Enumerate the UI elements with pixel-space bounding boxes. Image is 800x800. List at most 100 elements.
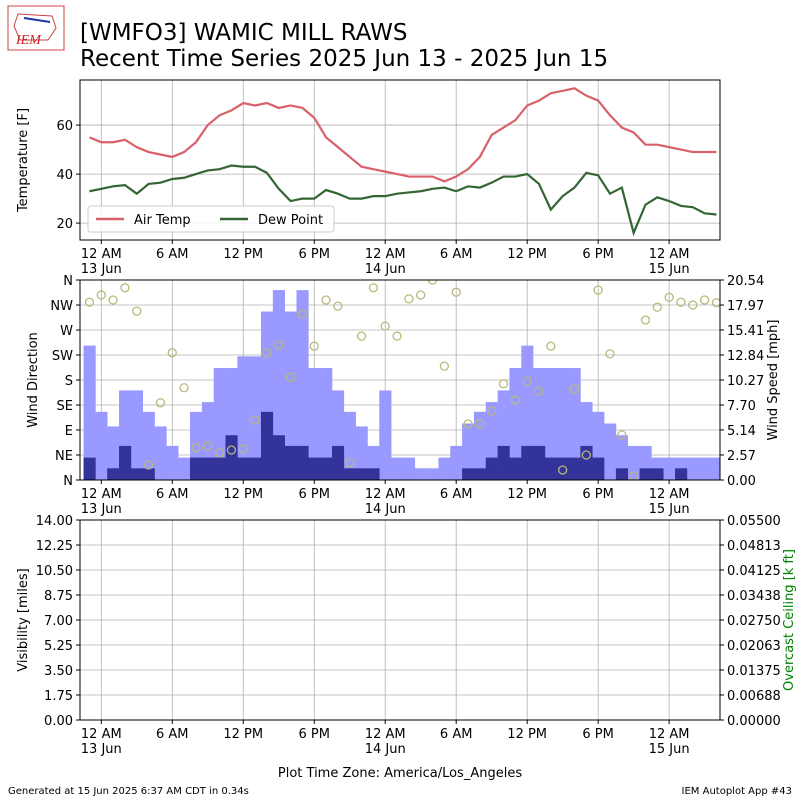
bar	[462, 468, 475, 480]
point	[664, 292, 674, 302]
bar	[367, 468, 380, 480]
bar	[533, 445, 546, 480]
bar	[521, 445, 534, 480]
y-tick-label: 14.00	[36, 514, 73, 529]
y-tick-label: 12.25	[36, 539, 73, 554]
bar	[284, 445, 297, 480]
bar	[272, 290, 285, 480]
bar	[213, 457, 226, 480]
y-tick-label: N	[63, 274, 73, 289]
subtitle: Recent Time Series 2025 Jun 13 - 2025 Ju…	[80, 46, 608, 72]
point	[475, 419, 485, 429]
bar	[627, 445, 640, 480]
bar	[580, 445, 593, 480]
x-tick-label: 6 AM	[156, 487, 189, 502]
point	[309, 341, 319, 351]
bar	[83, 345, 96, 480]
point	[356, 331, 367, 341]
x-tick-label: 12 PM	[507, 727, 547, 742]
y2-tick-label: 5.14	[727, 424, 756, 439]
bar	[154, 426, 167, 480]
bar	[663, 457, 676, 480]
bar	[414, 468, 427, 480]
bar	[249, 356, 262, 480]
bar	[130, 390, 143, 480]
bar	[308, 368, 321, 480]
point	[285, 372, 296, 382]
bar	[568, 457, 581, 480]
title: [WMFO3] WAMIC MILL RAWS	[80, 20, 407, 46]
y2-axis-label: Overcast Ceiling [k ft]	[782, 549, 797, 691]
y-tick-label: SW	[52, 349, 73, 364]
bar	[343, 411, 356, 480]
y-tick-label: 1.75	[44, 689, 73, 704]
point	[628, 471, 639, 480]
point	[179, 383, 189, 393]
point	[522, 376, 532, 386]
bar	[201, 457, 214, 480]
bar	[296, 445, 309, 480]
bar	[237, 356, 250, 480]
plot-area	[80, 520, 720, 720]
point	[108, 295, 118, 305]
y2-tick-label: 0.00000	[727, 714, 781, 729]
y2-tick-label: 0.02063	[727, 639, 781, 654]
bar	[604, 423, 617, 480]
x-tick-label: 12 AM 14 Jun	[365, 487, 406, 517]
frame	[79, 79, 721, 241]
point	[605, 349, 615, 359]
y2-tick-label: 2.57	[727, 449, 756, 464]
bar	[509, 368, 522, 480]
bar	[686, 457, 700, 480]
legend-label: Air Temp	[134, 213, 191, 228]
logo-map	[13, 13, 57, 41]
point	[487, 406, 497, 416]
bar	[675, 468, 688, 480]
point	[143, 460, 154, 470]
y2-tick-label: 7.70	[727, 399, 756, 414]
point	[711, 298, 720, 308]
bar	[379, 390, 392, 480]
frame	[79, 519, 721, 721]
point	[167, 348, 177, 358]
bar	[438, 457, 451, 480]
point	[250, 415, 260, 425]
bar	[639, 468, 652, 480]
bar	[592, 457, 605, 480]
point	[688, 300, 698, 310]
x-tick-label: 12 AM 15 Jun	[649, 247, 690, 277]
bar	[355, 426, 368, 480]
x-tick-label: 12 AM 13 Jun	[81, 247, 122, 277]
y2-tick-label: 0.01375	[727, 664, 781, 679]
y-tick-label: NE	[55, 449, 73, 464]
point	[416, 290, 426, 300]
y-tick-label: 60	[56, 119, 73, 134]
legend-label: Dew Point	[258, 213, 323, 228]
x-tick-label: 12 AM 14 Jun	[365, 247, 406, 277]
bar	[462, 423, 475, 480]
y2-tick-label: 15.41	[727, 324, 764, 339]
x-tick-label: 6 PM	[582, 487, 613, 502]
app-note: IEM Autoplot App #43	[682, 786, 792, 797]
logo-line	[23, 17, 51, 23]
point	[84, 297, 95, 307]
bar	[355, 468, 368, 480]
x-tick-label: 6 AM	[440, 727, 473, 742]
bar	[568, 368, 581, 480]
point	[546, 341, 556, 351]
point	[96, 290, 106, 300]
point	[120, 283, 130, 293]
y-tick-label: 10.50	[36, 564, 73, 579]
bar	[237, 457, 250, 480]
x-tick-label: 12 AM 14 Jun	[365, 727, 406, 757]
point	[439, 361, 450, 371]
point	[368, 283, 379, 293]
point	[569, 384, 580, 394]
y-tick-label: 40	[56, 168, 73, 183]
logo-frame	[7, 5, 65, 51]
bar	[119, 445, 132, 480]
point	[274, 340, 284, 350]
series-line	[89, 87, 717, 183]
bar	[308, 457, 321, 480]
